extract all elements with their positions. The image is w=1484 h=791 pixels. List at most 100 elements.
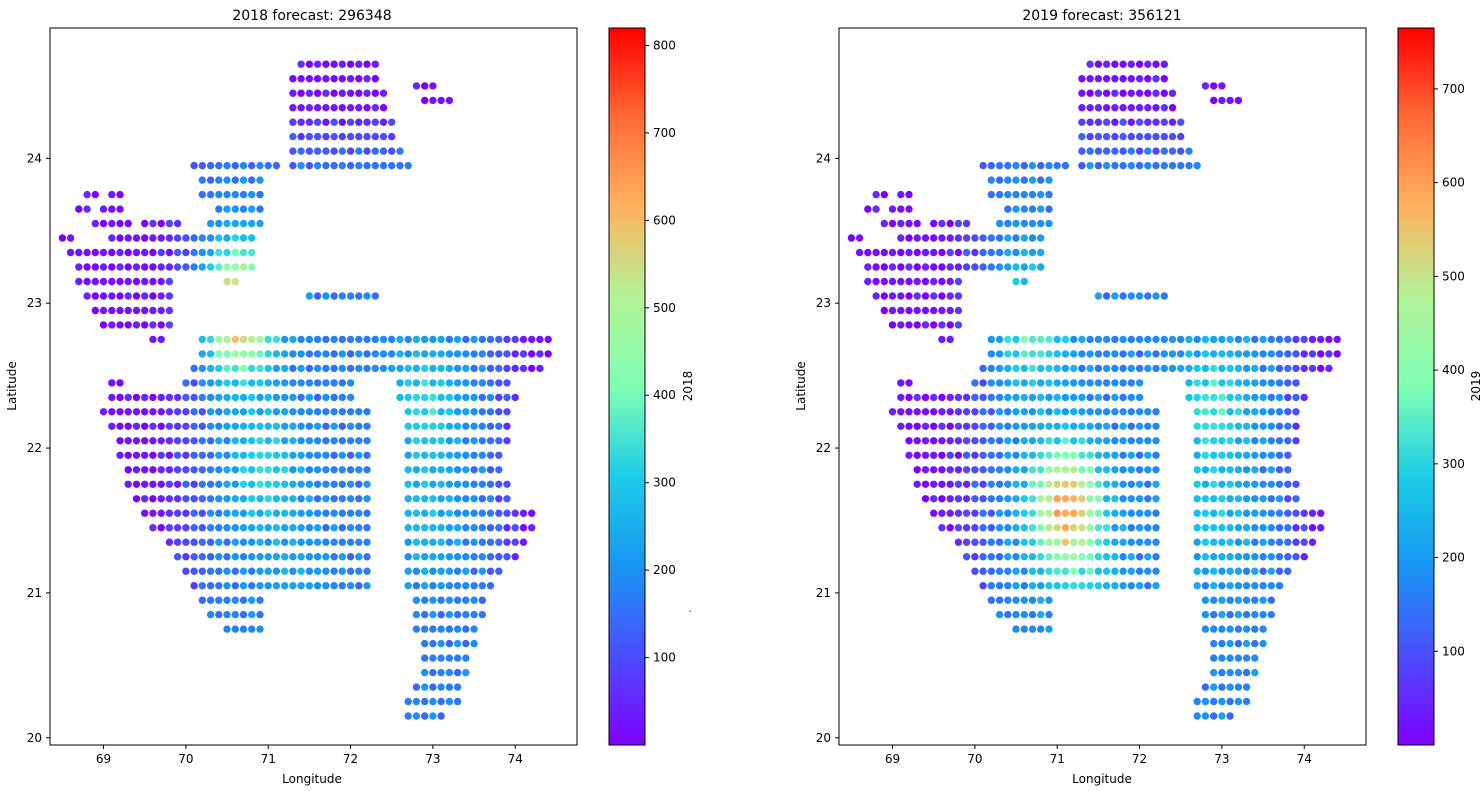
scatter-point [486,538,495,546]
scatter-point [429,596,437,604]
scatter-point [313,350,322,358]
scatter-point [305,364,314,373]
scatter-point [1275,509,1284,517]
scatter-point [404,466,412,474]
scatter-point [231,190,239,199]
scatter-point [1193,697,1201,706]
scatter-point [1111,393,1119,402]
scatter-point [1037,364,1045,373]
scatter-point [1012,393,1020,402]
scatter-point [256,205,264,213]
scatter-point [1267,524,1276,532]
scatter-point [470,524,478,532]
scatter-point [1037,350,1045,358]
scatter-point [503,335,511,344]
scatter-point [338,553,346,561]
scatter-point [1218,422,1226,430]
scatter-point [962,451,971,459]
scatter-point [462,625,470,633]
scatter-point [1234,567,1243,575]
scatter-point [338,147,346,155]
chart-2019: 2019 forecast: 356121 69 70 71 72 73 74 20212… [794,8,1483,786]
scatter-point [421,495,429,503]
scatter-point [363,75,371,83]
scatter-point [1061,466,1070,474]
scatter-point [1218,451,1226,459]
scatter-point [182,538,190,546]
scatter-point [1317,335,1325,344]
scatter-point [1078,509,1086,517]
scatter-point [165,509,174,517]
scatter-point [272,364,281,373]
scatter-point [888,321,897,329]
scatter-point [412,509,421,517]
scatter-point [445,668,454,677]
scatter-point [1251,524,1259,532]
scatter-point [404,697,412,706]
scatter-point [1201,538,1210,546]
scatter-point [872,277,880,286]
scatter-point [1053,364,1061,373]
scatter-point [979,466,987,474]
scatter-point [1004,495,1012,503]
scatter-point [412,82,421,90]
scatter-point [897,292,905,300]
scatter-point [149,234,157,242]
scatter-point [1012,625,1020,633]
scatter-point [1144,292,1152,300]
scatter-point [289,451,297,459]
scatter-point [322,582,330,590]
scatter-point [429,451,437,459]
scatter-point [437,96,445,105]
scatter-point [437,668,445,677]
scatter-point [453,683,462,691]
scatter-point [124,480,132,488]
scatter-point [322,437,330,445]
scatter-point [346,567,355,575]
scatter-point [248,379,256,387]
x-tick-label: 74 [508,752,523,766]
scatter-point [954,422,963,430]
scatter-point [1201,335,1210,344]
scatter-point [1004,567,1012,575]
scatter-point [248,466,256,474]
y-tick-label: 21 [27,586,42,600]
scatter-point [1045,538,1053,546]
scatter-point [478,538,486,546]
scatter-point [388,118,396,126]
scatter-point [1020,422,1028,430]
scatter-point [99,408,108,416]
scatter-point [256,480,264,488]
scatter-point [954,321,963,329]
scatter-point [946,437,954,445]
scatter-point [198,161,206,170]
scatter-point [173,422,182,430]
scatter-point [1012,509,1020,517]
scatter-point [1037,480,1045,488]
scatter-point [1028,190,1037,199]
scatter-point [979,495,987,503]
scatter-point [173,524,182,532]
scatter-point [190,364,198,373]
scatter-point [1070,567,1078,575]
scatter-point [141,509,149,517]
scatter-point [215,480,223,488]
scatter-point [921,393,930,402]
scatter-point [954,524,963,532]
scatter-point [141,393,149,402]
scatter-point [108,205,116,213]
scatter-point [478,437,486,445]
scatter-point [1201,625,1210,633]
scatter-point [157,437,165,445]
scatter-point [905,277,913,286]
scatter-point [1061,538,1070,546]
scatter-point [478,553,486,561]
scatter-point [223,582,231,590]
scatter-point [231,161,239,170]
scatter-point [1127,567,1136,575]
scatter-point [1127,553,1136,561]
scatter-point [346,393,355,402]
scatter-point [1210,480,1218,488]
scatter-point [239,610,248,619]
scatter-point [141,408,149,416]
